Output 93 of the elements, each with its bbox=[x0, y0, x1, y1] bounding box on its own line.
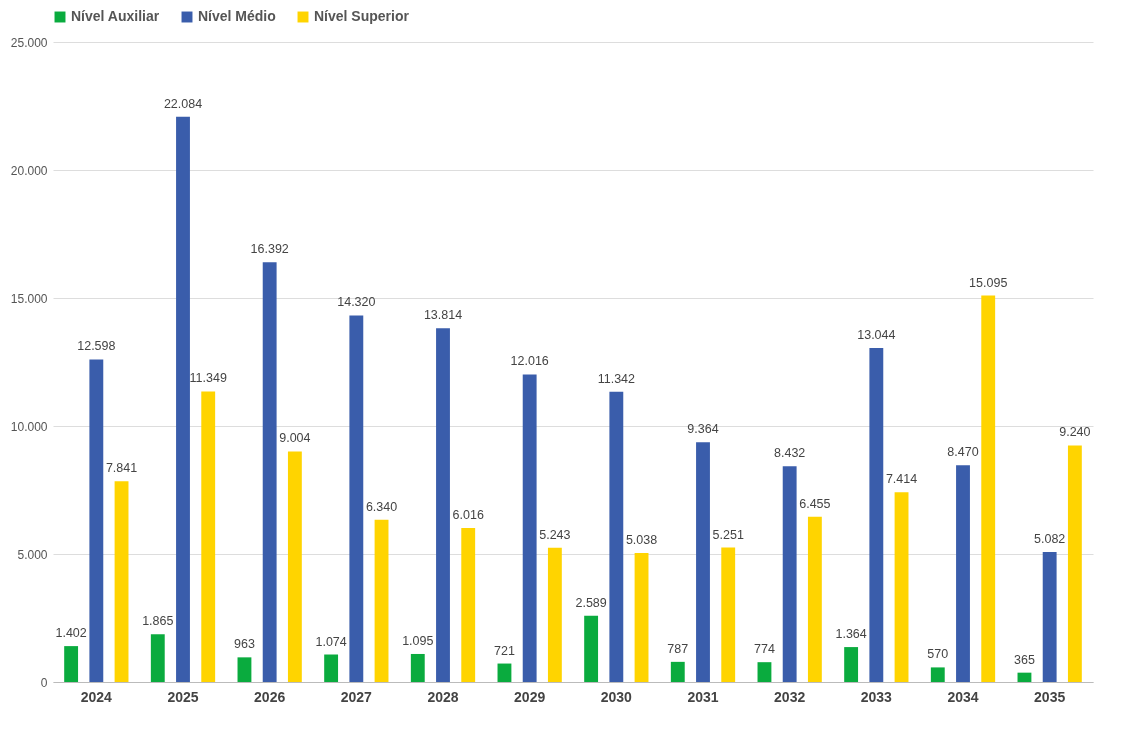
x-tick-label: 2035 bbox=[1034, 688, 1066, 705]
bar bbox=[1067, 445, 1082, 682]
data-label: 1.364 bbox=[835, 627, 867, 642]
data-label: 8.432 bbox=[774, 446, 806, 461]
bar bbox=[634, 553, 649, 682]
x-tick-label: 2029 bbox=[514, 688, 546, 705]
data-label: 13.044 bbox=[857, 328, 896, 343]
bar bbox=[114, 481, 129, 682]
data-label: 774 bbox=[754, 642, 775, 657]
bar bbox=[1017, 672, 1032, 682]
bar bbox=[547, 547, 562, 682]
y-tick-label: 15.000 bbox=[10, 291, 48, 306]
data-label: 787 bbox=[667, 641, 689, 656]
data-label: 15.095 bbox=[969, 275, 1008, 290]
data-label: 1.095 bbox=[402, 633, 434, 648]
x-tick-label: 2034 bbox=[947, 688, 979, 705]
x-tick-label: 2027 bbox=[340, 688, 373, 705]
data-label: 7.414 bbox=[885, 472, 918, 487]
data-label: 6.016 bbox=[452, 507, 484, 522]
bar bbox=[757, 662, 772, 682]
bar bbox=[807, 516, 822, 682]
bar bbox=[1042, 551, 1057, 682]
data-label: 5.251 bbox=[712, 527, 744, 542]
data-label: 12.598 bbox=[77, 339, 116, 354]
bar bbox=[894, 492, 909, 682]
data-label: 570 bbox=[927, 647, 949, 662]
data-label: 1.402 bbox=[55, 626, 87, 641]
data-label: 16.392 bbox=[250, 242, 289, 257]
x-tick-label: 2025 bbox=[167, 688, 199, 705]
data-label: 22.084 bbox=[163, 96, 203, 111]
data-label: 6.340 bbox=[365, 499, 398, 514]
bar bbox=[609, 391, 624, 682]
bar bbox=[64, 646, 79, 682]
legend-label: Nível Auxiliar bbox=[71, 8, 160, 24]
x-tick-label: 2033 bbox=[860, 688, 893, 705]
data-label: 2.589 bbox=[575, 595, 607, 610]
bar bbox=[324, 654, 339, 682]
data-label: 13.814 bbox=[423, 308, 463, 323]
bar bbox=[436, 328, 450, 682]
bar bbox=[176, 116, 190, 682]
bar bbox=[522, 374, 537, 682]
y-tick-label: 10.000 bbox=[10, 419, 48, 434]
bar bbox=[410, 653, 425, 682]
data-label: 963 bbox=[234, 637, 255, 652]
data-label: 5.082 bbox=[1034, 531, 1066, 546]
bar bbox=[150, 634, 165, 682]
bar bbox=[374, 519, 389, 682]
x-tick-label: 2024 bbox=[80, 688, 113, 705]
y-tick-label: 0 bbox=[40, 675, 48, 690]
x-tick-label: 2030 bbox=[600, 688, 633, 705]
bar bbox=[89, 359, 104, 682]
bar bbox=[349, 315, 364, 682]
data-label: 12.016 bbox=[510, 354, 549, 369]
bar bbox=[287, 451, 302, 682]
bar bbox=[956, 465, 970, 682]
bar bbox=[201, 391, 216, 682]
data-label: 5.243 bbox=[539, 527, 571, 542]
y-tick-label: 20.000 bbox=[10, 163, 48, 178]
y-tick-label: 5.000 bbox=[17, 547, 48, 562]
bar bbox=[721, 547, 736, 682]
bar bbox=[844, 647, 859, 682]
bar bbox=[262, 262, 277, 682]
data-label: 9.004 bbox=[279, 431, 311, 446]
x-tick-label: 2028 bbox=[427, 688, 459, 705]
bar bbox=[981, 295, 996, 682]
data-label: 5.038 bbox=[625, 533, 658, 548]
bar bbox=[584, 615, 599, 682]
bar bbox=[930, 667, 945, 682]
x-tick-label: 2026 bbox=[254, 688, 286, 705]
data-label: 11.342 bbox=[597, 371, 636, 386]
data-label: 9.240 bbox=[1059, 425, 1091, 440]
bar bbox=[237, 657, 252, 682]
y-tick-label: 25.000 bbox=[10, 35, 48, 50]
data-label: 7.841 bbox=[105, 461, 138, 476]
bar bbox=[461, 527, 476, 682]
x-tick-label: 2032 bbox=[774, 688, 806, 705]
data-label: 365 bbox=[1014, 652, 1035, 667]
x-tick-label: 2031 bbox=[687, 688, 719, 705]
data-label: 6.455 bbox=[799, 496, 831, 511]
data-label: 9.364 bbox=[687, 422, 719, 437]
legend-label: Nível Superior bbox=[314, 8, 410, 24]
data-label: 1.865 bbox=[142, 614, 174, 629]
bar bbox=[497, 663, 512, 682]
bar bbox=[670, 661, 685, 682]
bar bbox=[869, 348, 884, 682]
data-label: 721 bbox=[494, 643, 515, 658]
data-label: 11.349 bbox=[189, 371, 227, 386]
data-label: 14.320 bbox=[337, 295, 376, 310]
bar bbox=[696, 442, 710, 682]
bar bbox=[782, 466, 797, 682]
data-label: 1.074 bbox=[315, 634, 347, 649]
legend-label: Nível Médio bbox=[198, 8, 276, 24]
data-label: 8.470 bbox=[947, 445, 979, 460]
